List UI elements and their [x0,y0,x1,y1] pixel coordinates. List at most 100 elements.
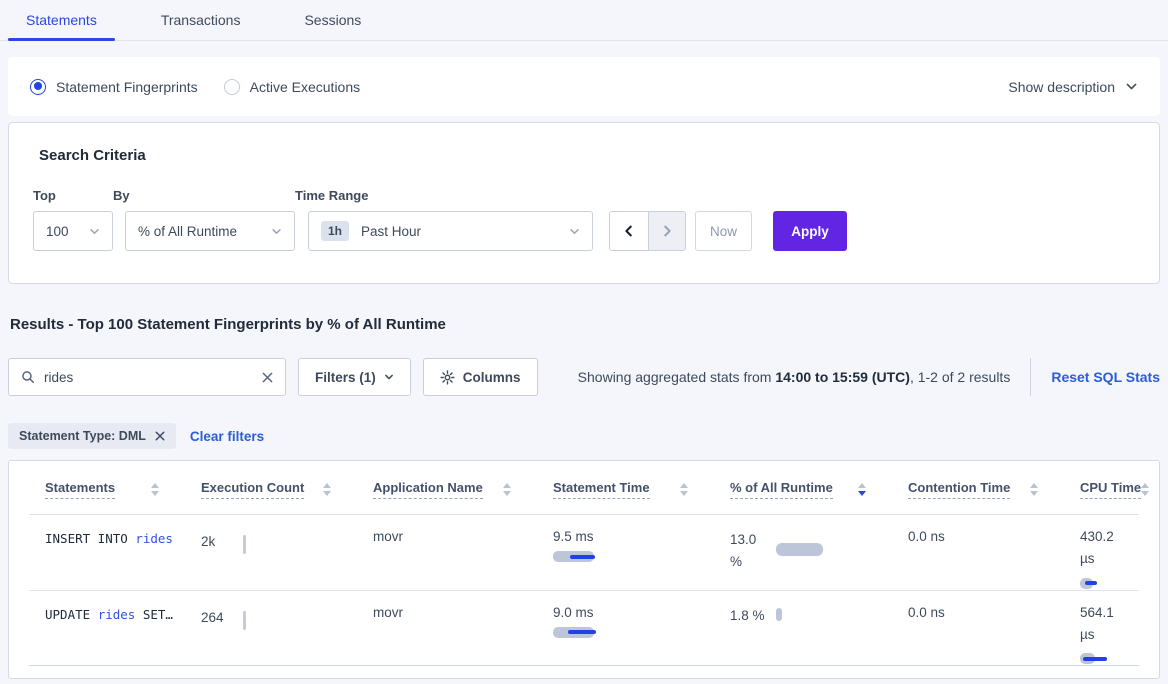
column-header-label: % of All Runtime [730,480,833,499]
now-button[interactable]: Now [695,211,752,251]
showing-suffix: , 1-2 of 2 results [909,369,1011,385]
column-header-application-name[interactable]: Application Name [357,480,537,499]
contention-time-cell: 0.0 ns [892,591,1064,666]
clear-filters-link[interactable]: Clear filters [189,428,265,444]
apply-button[interactable]: Apply [773,211,847,251]
column-header-cpu-time[interactable]: CPU Time [1064,480,1168,499]
toolbar-right: Showing aggregated stats from 14:00 to 1… [578,358,1160,396]
chevron-right-icon [660,224,674,238]
sort-icon[interactable] [503,483,511,496]
column-header-execution-count[interactable]: Execution Count [185,480,357,499]
top-label: Top [33,188,56,203]
statement-time-value: 9.5 ms [553,529,594,544]
tab-statements[interactable]: Statements [8,0,115,41]
results-heading: Results - Top 100 Statement Fingerprints… [10,316,446,333]
column-header-statement-time[interactable]: Statement Time [537,480,714,499]
clear-search-icon[interactable] [262,372,273,383]
column-header-contention-time[interactable]: Contention Time [892,480,1064,499]
reset-sql-stats-link[interactable]: Reset SQL Stats [1051,369,1160,385]
radio-label: Statement Fingerprints [56,78,198,95]
show-description-toggle[interactable]: Show description [1008,79,1138,95]
statement-link[interactable]: rides [135,531,173,546]
showing-time-range: 14:00 to 15:59 (UTC) [775,369,910,385]
application-name-value: movr [373,604,403,620]
column-header-label: Contention Time [908,480,1011,499]
filter-chip-label: Statement Type: DML [19,429,146,443]
sort-icon[interactable] [323,483,331,496]
tab-transactions[interactable]: Transactions [143,0,259,40]
chevron-down-icon [384,372,394,382]
by-label: By [113,188,130,203]
pct-runtime-value: 1.8 % [730,607,765,623]
statement-cell: INSERT INTO rides [29,515,185,590]
columns-button[interactable]: Columns [422,358,538,396]
chevron-down-icon [89,226,100,237]
statement-keyword: INSERT INTO [45,531,136,546]
time-range-label: Time Range [295,188,369,203]
show-description-label: Show description [1008,78,1115,95]
cpu-time-bar [1080,577,1139,590]
radio-active-executions[interactable]: Active Executions [223,78,360,95]
radio-statement-fingerprints[interactable]: Statement Fingerprints [30,78,198,95]
execution-count-value: 264 [201,609,224,625]
cpu-time-cell: 430.2 µs [1064,515,1139,590]
previous-time-range-button[interactable] [610,212,648,250]
gear-icon [440,369,455,385]
execution-count-cell: 264 [185,591,357,666]
application-name-cell: movr [357,515,537,590]
time-range-select[interactable]: 1h Past Hour [308,211,593,251]
statements-table-card: Statements Execution Count Application N… [8,460,1160,680]
top-value: 100 [46,223,69,239]
column-header-statements[interactable]: Statements [29,480,185,499]
application-name-value: movr [373,529,403,544]
tab-label: Sessions [304,12,362,28]
top-field: Top 100 [33,188,113,251]
sort-icon[interactable] [1030,483,1038,496]
cpu-time-bar [1080,652,1139,665]
statement-keyword: UPDATE [45,606,98,622]
column-header-label: Application Name [373,480,483,499]
table-header-row: Statements Execution Count Application N… [29,461,1150,515]
column-header-pct-of-all-runtime[interactable]: % of All Runtime [714,480,892,499]
table-row: UPDATE rides SET… 264 movr 9.0 ms 1.8 % … [29,591,1139,667]
next-time-range-button[interactable] [647,212,685,250]
application-name-cell: movr [357,591,537,666]
page-tabs: Statements Transactions Sessions [0,0,1168,41]
search-criteria-panel: Search Criteria Top 100 By % of All Runt… [8,122,1160,284]
vertical-divider [1030,358,1032,396]
statement-time-cell: 9.0 ms [537,591,714,666]
columns-button-label: Columns [462,369,521,385]
showing-stats-text: Showing aggregated stats from 14:00 to 1… [578,369,1031,385]
remove-filter-icon[interactable] [155,431,165,441]
statement-time-bar [553,626,714,639]
column-header-label: Statement Time [553,480,650,499]
search-icon [21,370,35,384]
column-header-label: Execution Count [201,480,305,499]
search-criteria-title: Search Criteria [39,147,146,164]
search-box[interactable] [8,358,286,396]
contention-time-cell: 0.0 ns [892,515,1064,590]
statement-cell: UPDATE rides SET… [29,591,185,666]
sort-icon[interactable] [151,483,159,496]
pct-runtime-value: 13.0 % [730,532,757,569]
tab-sessions[interactable]: Sessions [286,0,379,40]
filters-button-label: Filters (1) [315,369,376,385]
filter-chips-row: Statement Type: DML Clear filters [8,423,1160,449]
radio-icon [30,78,46,95]
column-header-label: CPU Time [1080,480,1142,499]
filters-button[interactable]: Filters (1) [298,358,411,396]
results-toolbar: Filters (1) Columns Showing aggregated s… [8,358,1160,396]
by-select[interactable]: % of All Runtime [125,211,295,251]
sort-icon[interactable] [1141,483,1150,496]
by-field: By % of All Runtime [113,188,295,251]
filter-chip-statement-type[interactable]: Statement Type: DML [8,423,176,449]
column-header-label: Statements [45,480,116,499]
sort-icon[interactable] [858,483,866,496]
search-input[interactable] [44,369,262,385]
top-select[interactable]: 100 [33,211,113,251]
statement-link[interactable]: rides [97,606,136,622]
time-range-pager [609,211,686,251]
chevron-down-icon [569,226,580,237]
sort-icon[interactable] [680,483,688,496]
pct-runtime-cell: 1.8 % [714,591,892,666]
